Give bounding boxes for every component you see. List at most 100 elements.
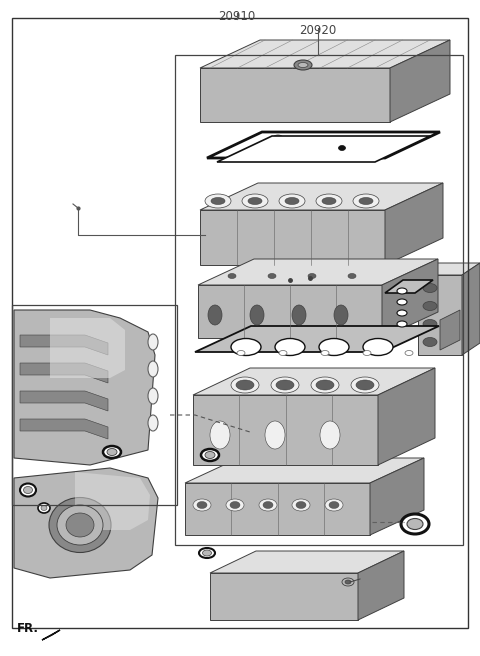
Ellipse shape — [279, 194, 305, 208]
Ellipse shape — [193, 499, 211, 511]
Ellipse shape — [322, 197, 336, 205]
Bar — [12, 305, 177, 505]
Ellipse shape — [273, 135, 283, 141]
Ellipse shape — [250, 305, 264, 325]
Ellipse shape — [38, 503, 50, 513]
Polygon shape — [198, 259, 438, 285]
Polygon shape — [195, 326, 439, 352]
Polygon shape — [382, 259, 438, 338]
Text: FR.: FR. — [17, 622, 39, 635]
Ellipse shape — [401, 514, 429, 534]
Ellipse shape — [57, 505, 103, 545]
Ellipse shape — [242, 194, 268, 208]
Ellipse shape — [397, 310, 407, 316]
Polygon shape — [418, 263, 480, 275]
Ellipse shape — [263, 501, 273, 508]
Ellipse shape — [199, 548, 215, 558]
Ellipse shape — [359, 197, 373, 205]
Polygon shape — [20, 363, 108, 383]
Ellipse shape — [292, 499, 310, 511]
Ellipse shape — [342, 578, 354, 586]
Ellipse shape — [271, 377, 299, 393]
Polygon shape — [200, 68, 390, 122]
Ellipse shape — [226, 499, 244, 511]
Polygon shape — [200, 40, 450, 68]
Polygon shape — [200, 183, 443, 210]
Ellipse shape — [321, 350, 329, 356]
Polygon shape — [418, 275, 462, 355]
Ellipse shape — [423, 319, 437, 329]
Polygon shape — [20, 335, 108, 355]
Polygon shape — [378, 368, 435, 465]
Ellipse shape — [423, 337, 437, 346]
Ellipse shape — [298, 62, 308, 68]
Ellipse shape — [397, 288, 407, 294]
Ellipse shape — [197, 501, 207, 508]
Ellipse shape — [319, 338, 349, 356]
Polygon shape — [14, 310, 155, 465]
Ellipse shape — [236, 380, 254, 390]
Ellipse shape — [148, 415, 158, 431]
Polygon shape — [200, 210, 385, 265]
Ellipse shape — [338, 146, 346, 150]
Ellipse shape — [329, 501, 339, 508]
Polygon shape — [20, 419, 108, 439]
Polygon shape — [385, 183, 443, 265]
Polygon shape — [198, 285, 382, 338]
Ellipse shape — [285, 197, 299, 205]
Ellipse shape — [49, 497, 111, 552]
Ellipse shape — [210, 421, 230, 449]
Ellipse shape — [107, 449, 117, 455]
Ellipse shape — [292, 305, 306, 325]
Ellipse shape — [203, 550, 212, 556]
Ellipse shape — [231, 338, 261, 356]
Polygon shape — [217, 136, 430, 162]
Polygon shape — [385, 280, 433, 293]
Polygon shape — [50, 318, 125, 378]
Polygon shape — [207, 132, 440, 158]
Polygon shape — [210, 573, 358, 620]
Ellipse shape — [351, 377, 379, 393]
Polygon shape — [358, 551, 404, 620]
Ellipse shape — [148, 334, 158, 350]
Ellipse shape — [148, 388, 158, 404]
Ellipse shape — [268, 274, 276, 279]
Ellipse shape — [201, 449, 219, 461]
Text: 20910: 20910 — [218, 10, 256, 23]
Ellipse shape — [334, 305, 348, 325]
Ellipse shape — [320, 421, 340, 449]
Polygon shape — [42, 630, 60, 640]
Polygon shape — [20, 391, 108, 411]
Ellipse shape — [363, 338, 393, 356]
Ellipse shape — [348, 274, 356, 279]
Ellipse shape — [325, 499, 343, 511]
Ellipse shape — [269, 133, 287, 144]
Ellipse shape — [294, 60, 312, 70]
Ellipse shape — [248, 197, 262, 205]
Polygon shape — [193, 395, 378, 465]
Polygon shape — [75, 472, 150, 530]
Ellipse shape — [296, 501, 306, 508]
Ellipse shape — [276, 380, 294, 390]
Ellipse shape — [363, 350, 371, 356]
Polygon shape — [14, 468, 158, 578]
Ellipse shape — [316, 380, 334, 390]
Polygon shape — [462, 263, 480, 355]
Ellipse shape — [66, 513, 94, 537]
Ellipse shape — [308, 274, 316, 279]
Polygon shape — [210, 551, 404, 573]
Ellipse shape — [316, 194, 342, 208]
Ellipse shape — [353, 194, 379, 208]
Ellipse shape — [279, 350, 287, 356]
Ellipse shape — [231, 377, 259, 393]
Ellipse shape — [228, 274, 236, 279]
Polygon shape — [440, 310, 460, 350]
Polygon shape — [185, 458, 424, 483]
Ellipse shape — [24, 487, 33, 493]
Ellipse shape — [205, 451, 215, 459]
Ellipse shape — [265, 421, 285, 449]
Ellipse shape — [148, 361, 158, 377]
Ellipse shape — [211, 197, 225, 205]
Ellipse shape — [423, 302, 437, 310]
Ellipse shape — [20, 483, 36, 497]
